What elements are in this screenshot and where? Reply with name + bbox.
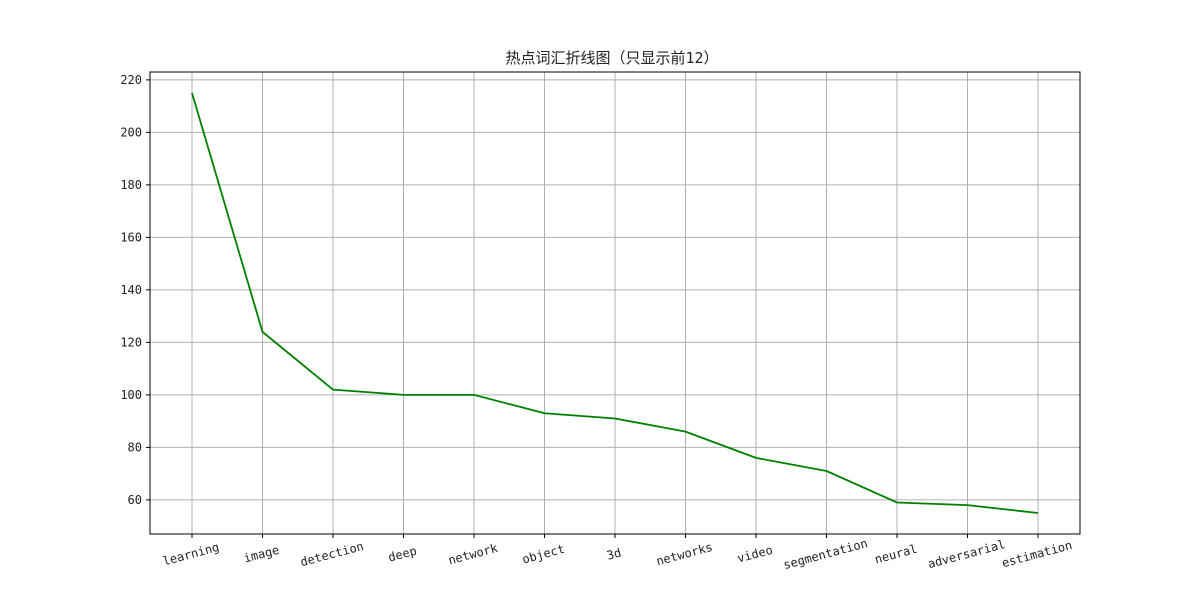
x-tick-label: neural	[873, 542, 919, 567]
chart-title: 热点词汇折线图（只显示前12）	[505, 49, 718, 67]
x-tick-label: deep	[387, 544, 419, 565]
x-tick-label: networks	[655, 540, 714, 568]
y-tick-label: 80	[128, 440, 142, 454]
x-tick-label: segmentation	[782, 536, 869, 572]
y-tick-label: 60	[128, 493, 142, 507]
y-tick-label: 140	[120, 283, 142, 297]
x-tick-label: estimation	[1000, 538, 1073, 570]
x-tick-label: 3d	[605, 546, 623, 563]
x-tick-label: learning	[161, 540, 220, 568]
x-tick-label: detection	[299, 539, 365, 569]
grid	[150, 72, 1080, 534]
y-tick-label: 200	[120, 125, 142, 139]
x-axis: learning image detection deep network object 3…	[161, 534, 1074, 572]
y-tick-label: 180	[120, 178, 142, 192]
series-line-layer	[191, 92, 1039, 514]
x-tick-label: video	[736, 543, 775, 566]
x-tick-label: image	[242, 543, 281, 566]
y-axis: 60 80 100 120 140 160 180 200 220	[120, 73, 150, 507]
y-tick-label: 160	[120, 230, 142, 244]
y-tick-label: 220	[120, 73, 142, 87]
x-tick-label: object	[521, 542, 567, 567]
x-tick-label: network	[447, 541, 500, 568]
x-tick-label: adversarial	[926, 537, 1006, 571]
y-tick-label: 120	[120, 335, 142, 349]
y-tick-label: 100	[120, 388, 142, 402]
